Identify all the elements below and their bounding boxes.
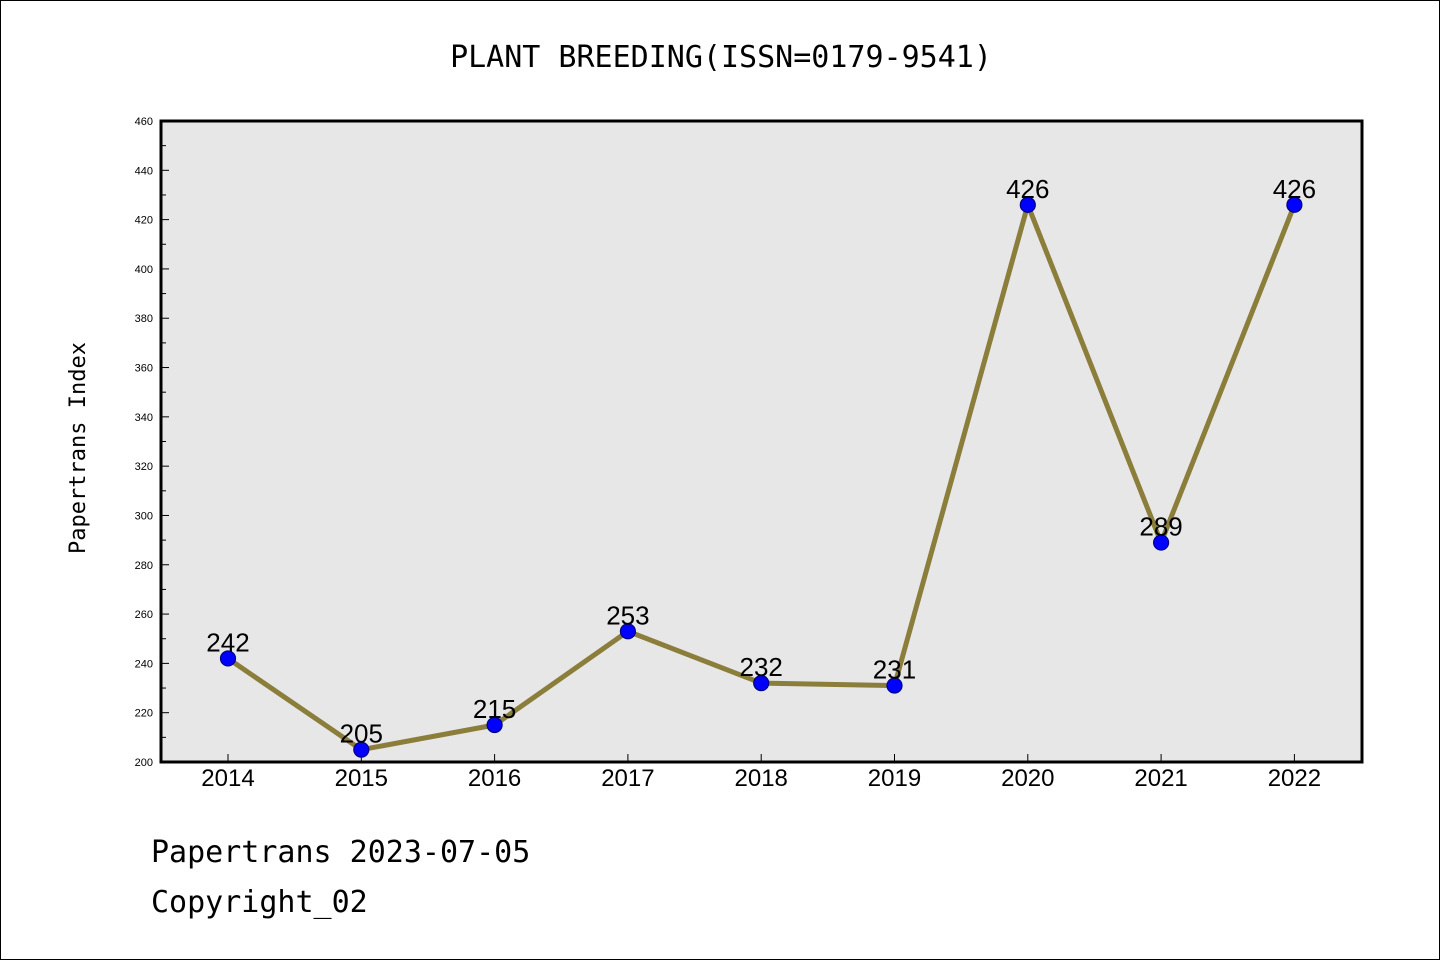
x-tick-label: 2014 xyxy=(201,765,254,792)
data-label: 426 xyxy=(1273,174,1316,204)
y-tick-label: 380 xyxy=(135,313,153,325)
data-label: 232 xyxy=(740,652,783,682)
x-tick-label: 2015 xyxy=(335,765,388,792)
data-label: 253 xyxy=(606,600,649,630)
x-tick-label: 2021 xyxy=(1134,765,1187,792)
y-tick-label: 280 xyxy=(135,560,153,572)
data-label: 289 xyxy=(1139,512,1182,542)
data-point-marker xyxy=(753,675,770,692)
plot-area xyxy=(161,121,1362,762)
y-tick-label: 400 xyxy=(135,264,153,276)
y-tick-label: 360 xyxy=(135,363,153,375)
x-tick-label: 2022 xyxy=(1268,765,1321,792)
y-tick-label: 300 xyxy=(135,510,153,522)
y-tick-label: 260 xyxy=(135,609,153,621)
data-point-marker xyxy=(1286,196,1303,213)
data-label: 242 xyxy=(206,627,249,657)
footer-copyright: Copyright_02 xyxy=(151,885,368,920)
y-tick-label: 340 xyxy=(135,412,153,424)
data-label: 231 xyxy=(873,655,916,685)
data-point-marker xyxy=(353,741,370,758)
x-tick-label: 2019 xyxy=(868,765,921,792)
x-tick-label: 2016 xyxy=(468,765,521,792)
data-label: 205 xyxy=(340,719,383,749)
y-axis-ticks: 200 220 240 260 280 300 320 340 360 380 400 420 440 4… xyxy=(135,116,169,769)
y-tick-label: 220 xyxy=(135,708,153,720)
data-point-marker xyxy=(1152,534,1170,551)
y-tick-label: 240 xyxy=(135,658,153,670)
plot-border xyxy=(159,119,1364,764)
x-tick-label: 2020 xyxy=(1001,765,1054,792)
data-label: 426 xyxy=(1006,174,1049,204)
x-tick-label: 2017 xyxy=(601,765,654,792)
y-tick-label: 320 xyxy=(135,461,153,473)
y-axis-label: Papertrans Index xyxy=(66,342,91,554)
x-axis-ticks: 2014 2015 2016 2017 2018 2019 2020 2021 2022 xyxy=(201,754,1321,792)
y-tick-label: 200 xyxy=(135,757,153,769)
x-tick-label: 2018 xyxy=(735,765,788,792)
data-point-marker xyxy=(1019,196,1036,213)
footer-date: Papertrans 2023-07-05 xyxy=(151,835,531,870)
y-tick-label: 440 xyxy=(135,165,153,177)
data-point-marker xyxy=(486,716,503,734)
chart-title: PLANT BREEDING(ISSN=0179-9541) xyxy=(450,40,992,75)
data-point-marker xyxy=(619,623,637,640)
data-labels: 242 205 215 253 232 231 426 289 426 xyxy=(206,174,1316,749)
data-label: 215 xyxy=(473,694,516,724)
data-markers xyxy=(219,196,1303,758)
y-tick-label: 460 xyxy=(135,116,153,128)
y-tick-label: 420 xyxy=(135,215,153,227)
data-point-marker xyxy=(886,677,903,694)
data-point-marker xyxy=(219,650,237,667)
